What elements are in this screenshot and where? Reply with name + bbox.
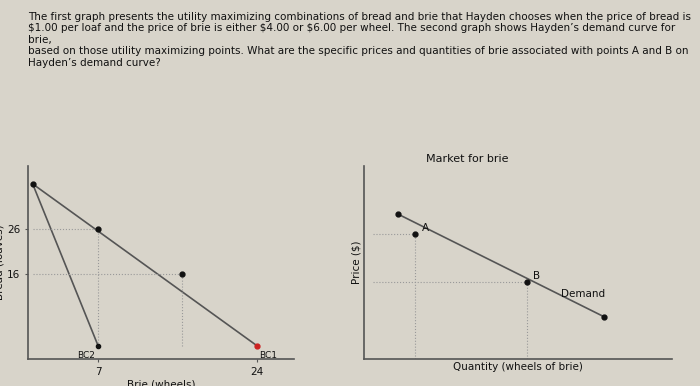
Y-axis label: Bread (loaves): Bread (loaves) (0, 225, 4, 300)
X-axis label: Quantity (wheels of brie): Quantity (wheels of brie) (453, 362, 583, 372)
Text: A: A (422, 223, 429, 233)
X-axis label: Brie (wheels): Brie (wheels) (127, 379, 195, 386)
Text: BC1: BC1 (260, 350, 277, 360)
Text: Demand: Demand (561, 289, 605, 299)
Text: BC2: BC2 (77, 350, 95, 360)
Text: Market for brie: Market for brie (426, 154, 508, 164)
Text: B: B (533, 271, 540, 281)
Y-axis label: Price ($): Price ($) (351, 241, 361, 284)
Text: The first graph presents the utility maximizing combinations of bread and brie t: The first graph presents the utility max… (28, 12, 691, 68)
